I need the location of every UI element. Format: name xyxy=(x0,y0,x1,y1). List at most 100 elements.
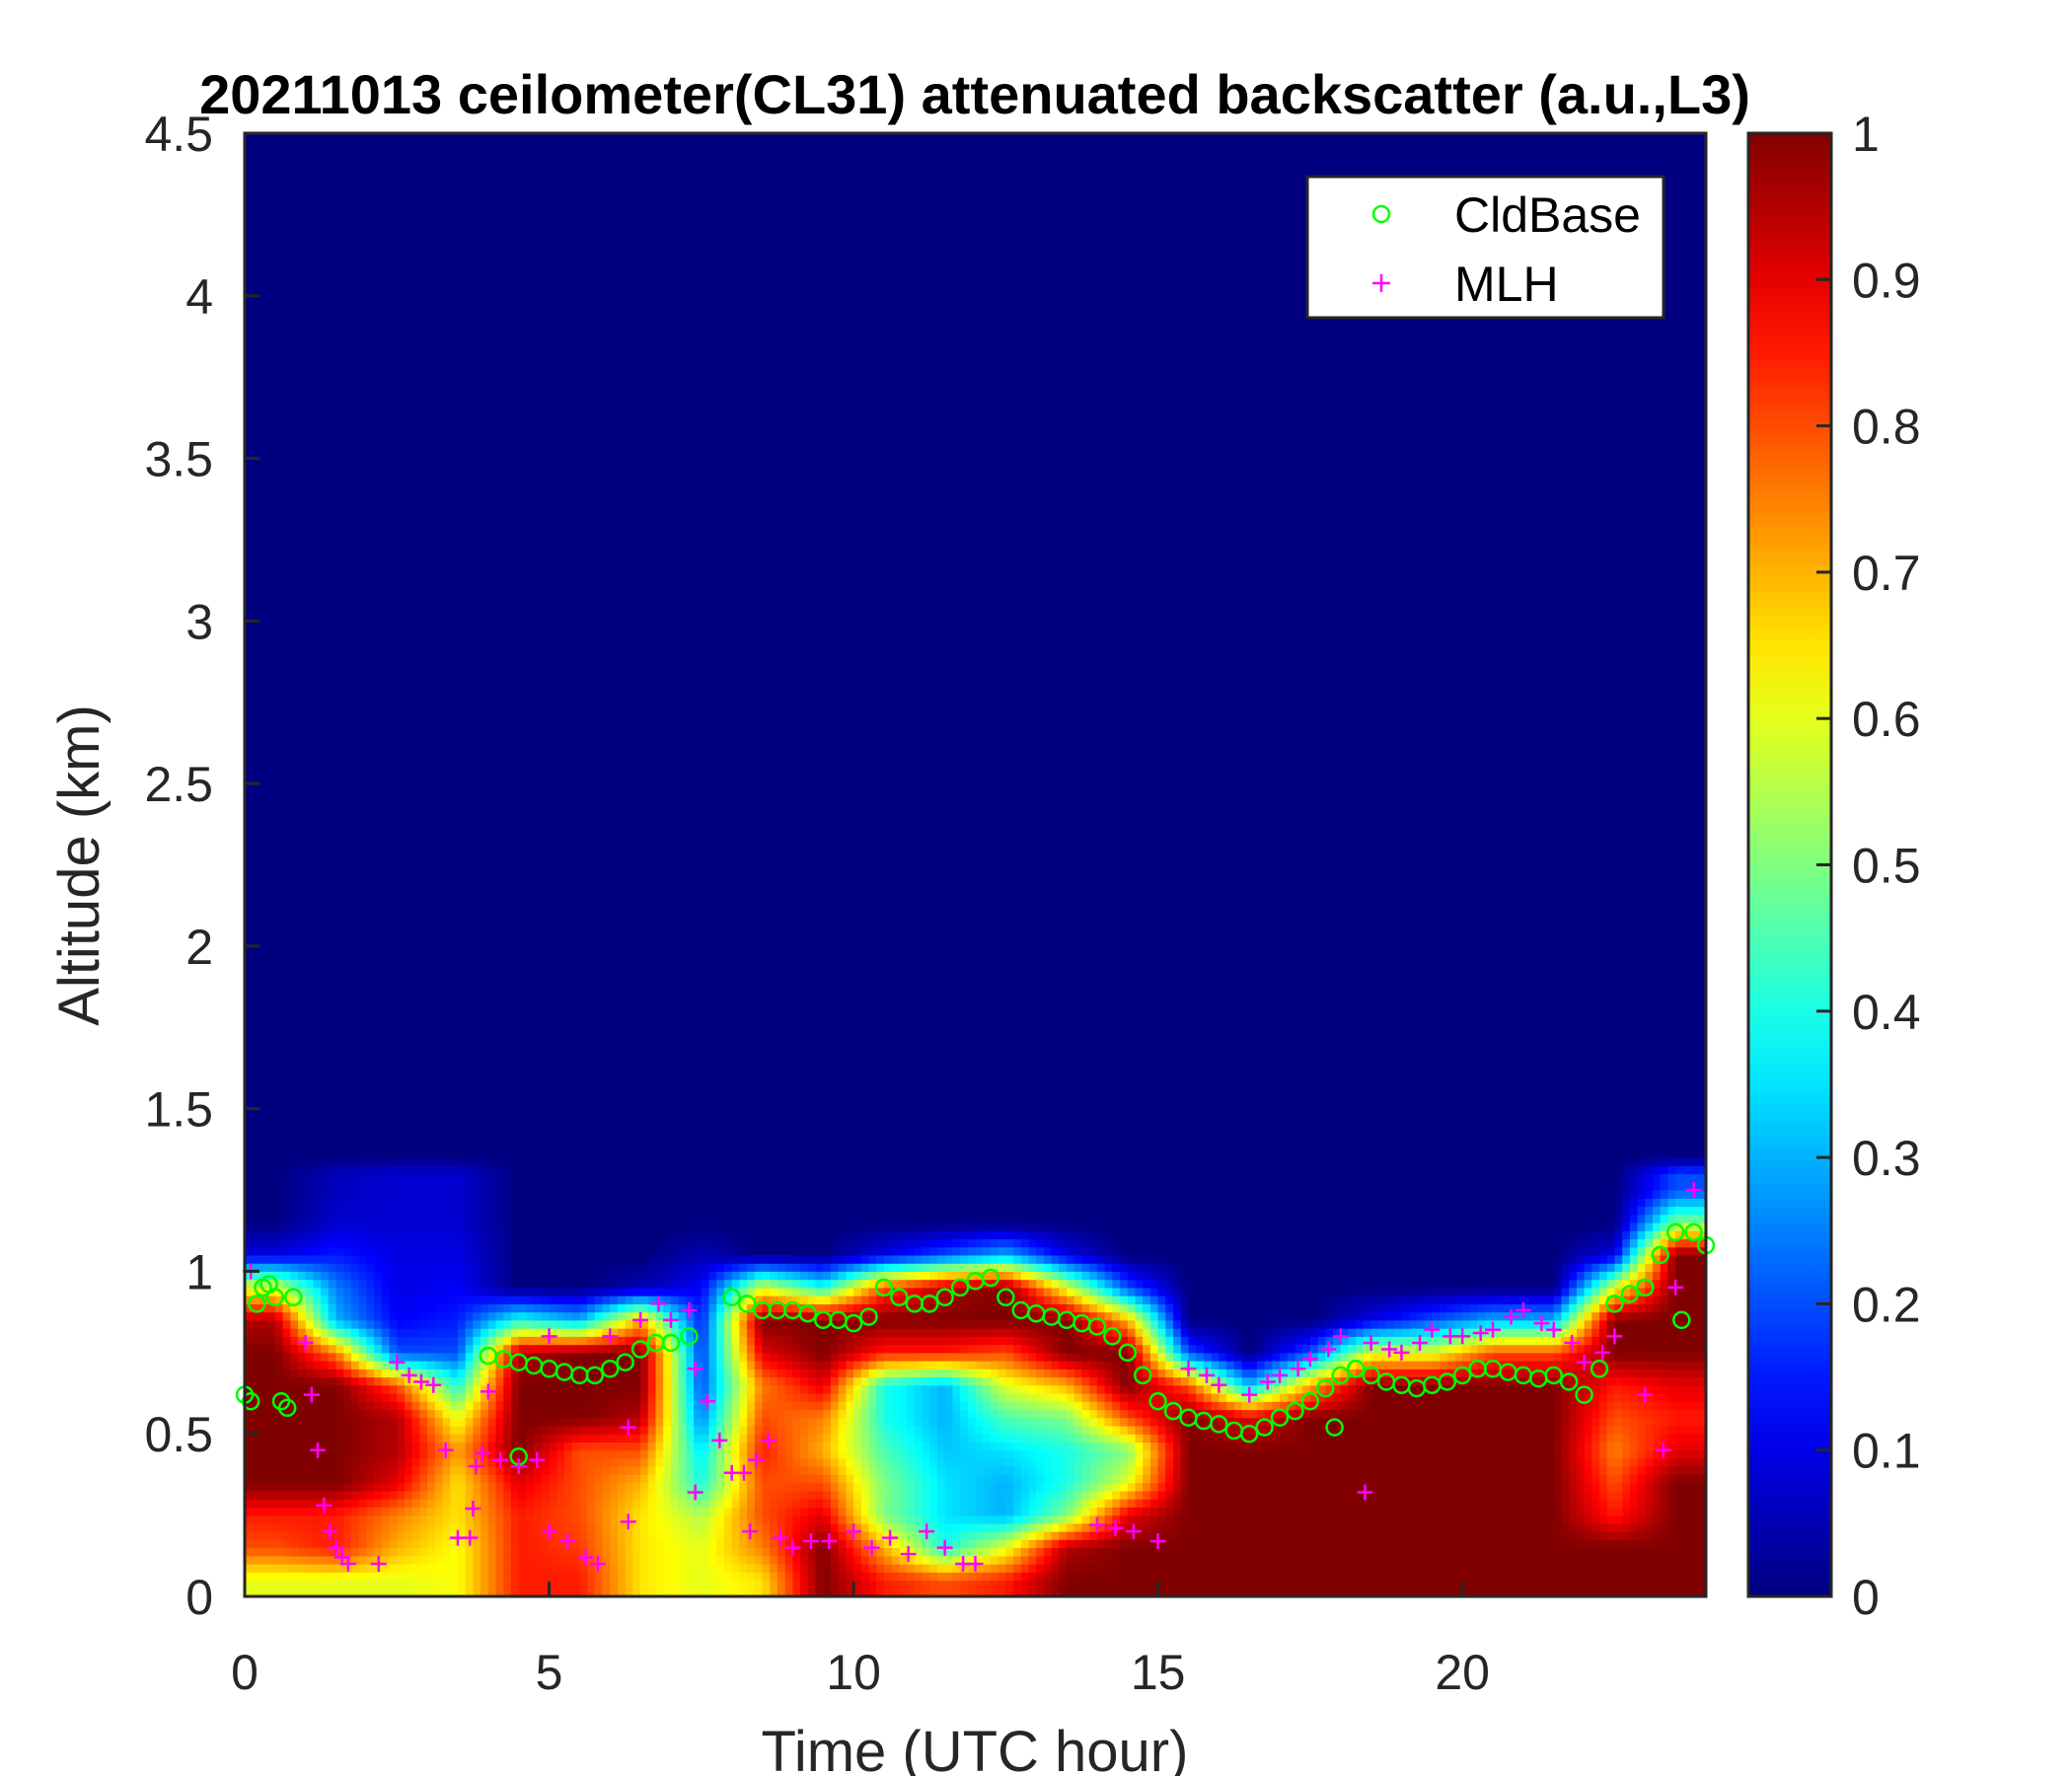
heatmap-cell xyxy=(397,1206,406,1216)
heatmap-cell xyxy=(419,1198,428,1208)
heatmap-cell xyxy=(708,1393,717,1402)
heatmap-cell xyxy=(777,1507,786,1517)
heatmap-cell xyxy=(739,1515,748,1524)
heatmap-cell xyxy=(245,1434,254,1443)
heatmap-cell xyxy=(716,1271,725,1281)
heatmap-cell xyxy=(534,1417,543,1427)
heatmap-cell xyxy=(381,1157,391,1166)
heatmap-cell xyxy=(967,1580,977,1590)
heatmap-cell xyxy=(458,1555,467,1565)
heatmap-cell xyxy=(1043,1246,1053,1256)
heatmap-cell xyxy=(640,1515,649,1524)
heatmap-cell xyxy=(929,1409,938,1419)
heatmap-cell xyxy=(267,1572,276,1582)
heatmap-cell xyxy=(830,1547,840,1557)
heatmap-cell xyxy=(747,1352,756,1362)
heatmap-cell xyxy=(936,1409,946,1419)
heatmap-cell xyxy=(1036,1311,1045,1321)
heatmap-cell xyxy=(487,1564,497,1573)
heatmap-cell xyxy=(967,1303,977,1313)
heatmap-cell xyxy=(602,1507,611,1517)
heatmap-cell xyxy=(936,1361,946,1369)
heatmap-cell xyxy=(960,1263,969,1272)
heatmap-cell xyxy=(823,1384,832,1394)
heatmap-cell xyxy=(495,1417,504,1427)
heatmap-cell xyxy=(860,1295,870,1304)
heatmap-cell xyxy=(678,1531,687,1540)
heatmap-cell xyxy=(914,1369,924,1378)
heatmap-cell xyxy=(526,1303,535,1313)
heatmap-cell xyxy=(770,1499,778,1508)
heatmap-cell xyxy=(305,1165,314,1175)
heatmap-cell xyxy=(647,1263,657,1272)
heatmap-cell xyxy=(914,1522,924,1532)
heatmap-cell xyxy=(579,1426,588,1435)
heatmap-cell xyxy=(587,1449,596,1459)
heatmap-cell xyxy=(777,1564,786,1573)
heatmap-cell xyxy=(427,1222,436,1231)
heatmap-cell xyxy=(245,1515,254,1524)
heatmap-cell xyxy=(967,1222,977,1231)
heatmap-cell xyxy=(282,1328,291,1337)
heatmap-cell xyxy=(1028,1376,1037,1386)
heatmap-cell xyxy=(389,1457,398,1467)
heatmap-cell xyxy=(267,1279,276,1289)
heatmap-cell xyxy=(366,1206,375,1216)
heatmap-cell xyxy=(952,1457,961,1467)
heatmap-cell xyxy=(434,1426,444,1435)
heatmap-cell xyxy=(442,1547,451,1557)
heatmap-cell xyxy=(358,1515,367,1524)
heatmap-cell xyxy=(983,1515,992,1524)
heatmap-cell xyxy=(1043,1426,1053,1435)
heatmap-cell xyxy=(990,1336,999,1346)
heatmap-cell xyxy=(1028,1263,1037,1272)
heatmap-cell xyxy=(830,1572,840,1582)
heatmap-cell xyxy=(784,1434,793,1443)
heatmap-cell xyxy=(465,1499,474,1508)
heatmap-cell xyxy=(694,1417,703,1427)
heatmap-cell xyxy=(807,1522,817,1532)
heatmap-cell xyxy=(724,1393,733,1402)
heatmap-cell xyxy=(487,1522,497,1532)
heatmap-cell xyxy=(374,1515,383,1524)
heatmap-cell xyxy=(481,1311,489,1321)
heatmap-cell xyxy=(846,1401,854,1411)
heatmap-cell xyxy=(465,1352,474,1362)
heatmap-cell xyxy=(907,1303,916,1313)
heatmap-cell xyxy=(587,1515,596,1524)
heatmap-cell xyxy=(321,1522,330,1532)
heatmap-cell xyxy=(846,1539,854,1549)
heatmap-cell xyxy=(708,1572,717,1582)
heatmap-cell xyxy=(434,1515,444,1524)
heatmap-cell xyxy=(640,1507,649,1517)
heatmap-cell xyxy=(975,1547,984,1557)
heatmap-cell xyxy=(1051,1434,1060,1443)
heatmap-cell xyxy=(351,1198,360,1208)
heatmap-cell xyxy=(716,1401,725,1411)
heatmap-cell xyxy=(960,1490,969,1500)
heatmap-cell xyxy=(777,1271,786,1281)
heatmap-cell xyxy=(716,1246,725,1256)
heatmap-cell xyxy=(274,1361,284,1369)
heatmap-cell xyxy=(1051,1499,1060,1508)
heatmap-cell xyxy=(716,1482,725,1492)
heatmap-cell xyxy=(1059,1539,1068,1549)
heatmap-cell xyxy=(328,1263,337,1272)
heatmap-cell xyxy=(838,1564,847,1573)
heatmap-cell xyxy=(846,1279,854,1289)
heatmap-cell xyxy=(1043,1547,1053,1557)
heatmap-cell xyxy=(610,1311,619,1321)
heatmap-cell xyxy=(891,1474,900,1484)
heatmap-cell xyxy=(594,1474,604,1484)
heatmap-cell xyxy=(907,1409,916,1419)
heatmap-cell xyxy=(610,1564,619,1573)
heatmap-cell xyxy=(663,1507,672,1517)
heatmap-cell xyxy=(1051,1417,1060,1427)
heatmap-cell xyxy=(389,1434,398,1443)
heatmap-cell xyxy=(632,1287,641,1296)
heatmap-cell xyxy=(838,1230,847,1240)
heatmap-cell xyxy=(366,1572,375,1582)
heatmap-cell xyxy=(328,1555,337,1565)
heatmap-cell xyxy=(503,1311,512,1321)
heatmap-cell xyxy=(274,1238,284,1248)
